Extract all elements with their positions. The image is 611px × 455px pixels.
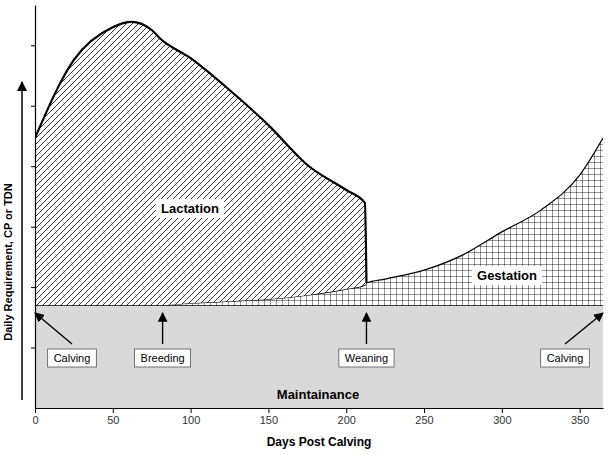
area-label: Lactation <box>161 201 219 216</box>
area-label: Gestation <box>477 268 537 283</box>
area-label-bg <box>472 266 542 285</box>
y-tick <box>31 227 35 228</box>
x-tick: 0 <box>32 408 38 426</box>
y-tick-mark <box>31 287 35 288</box>
y-tick-mark <box>31 166 35 167</box>
x-tick-label: 350 <box>571 414 589 426</box>
x-tick-label: 0 <box>32 414 38 426</box>
x-tick-label: 250 <box>415 414 433 426</box>
annotation-label: Calving <box>547 352 584 364</box>
x-tick-label: 200 <box>338 414 356 426</box>
y-axis-title: Daily Requirement, CP or TDN <box>2 183 14 341</box>
chart-container: 0 50 100 150 200 250 300 350 Days Post Calving Da… <box>0 0 611 455</box>
x-tick: 300 <box>493 408 511 426</box>
y-tick <box>31 166 35 167</box>
x-tick: 100 <box>182 408 200 426</box>
annotation-label: Weaning <box>345 352 388 364</box>
annotation: Calving <box>35 313 96 367</box>
x-tick-mark <box>268 408 269 413</box>
y-tick <box>31 106 35 107</box>
x-tick-mark <box>35 408 36 413</box>
x-tick-label: 300 <box>493 414 511 426</box>
y-tick <box>31 348 35 349</box>
y-tick-mark <box>31 45 35 46</box>
annotation-label: Calving <box>54 352 91 364</box>
annotation-arrow <box>366 313 367 344</box>
chart-svg: 0 50 100 150 200 250 300 350 Days Post Calving Da… <box>0 0 611 455</box>
annotation-box <box>135 349 191 367</box>
annotation-arrow <box>565 313 603 344</box>
annotation: Weaning <box>339 313 394 367</box>
x-tick-label: 50 <box>107 414 119 426</box>
x-tick: 200 <box>338 408 356 426</box>
area-label-bg <box>156 199 224 218</box>
x-axis-line <box>36 408 604 409</box>
annotation: Calving <box>541 313 603 367</box>
x-axis: 0 50 100 150 200 250 300 350 <box>32 408 603 426</box>
x-tick: 50 <box>107 408 119 426</box>
area-label-group: Gestation <box>472 266 542 285</box>
x-tick-mark <box>580 408 581 413</box>
area-label-group: Maintainance <box>277 387 359 402</box>
annotations: Calving Breeding Weaning Calving <box>35 313 603 367</box>
area <box>35 22 366 305</box>
x-tick-mark <box>502 408 503 413</box>
annotation-label: Breeding <box>141 352 185 364</box>
x-tick: 250 <box>415 408 433 426</box>
annotation: Breeding <box>135 313 191 367</box>
x-tick-mark <box>191 408 192 413</box>
annotation-box <box>541 349 590 367</box>
y-tick <box>31 45 35 46</box>
y-tick-mark <box>31 227 35 228</box>
y-tick-mark <box>31 348 35 349</box>
y-axis-line <box>35 6 36 409</box>
plot-area <box>35 22 603 408</box>
annotation-arrow <box>162 313 163 344</box>
y-axis <box>31 6 36 409</box>
x-tick-mark <box>424 408 425 413</box>
x-axis-title: Days Post Calving <box>267 435 372 449</box>
area-labels: Maintainance Gestation Lactation <box>156 199 542 402</box>
annotation-box <box>48 349 97 367</box>
annotation-box <box>339 349 394 367</box>
area-label-group: Lactation <box>156 199 224 218</box>
y-tick-mark <box>31 106 35 107</box>
x-tick-mark <box>113 408 114 413</box>
x-tick: 150 <box>260 408 278 426</box>
area-edge <box>35 22 366 283</box>
area-label: Maintainance <box>277 387 359 402</box>
x-tick-label: 150 <box>260 414 278 426</box>
x-tick-label: 100 <box>182 414 200 426</box>
y-axis-arrow <box>21 82 23 400</box>
x-tick: 350 <box>571 408 589 426</box>
x-tick-mark <box>346 408 347 413</box>
annotation-arrow <box>35 313 72 344</box>
y-tick <box>31 287 35 288</box>
area <box>35 305 603 408</box>
